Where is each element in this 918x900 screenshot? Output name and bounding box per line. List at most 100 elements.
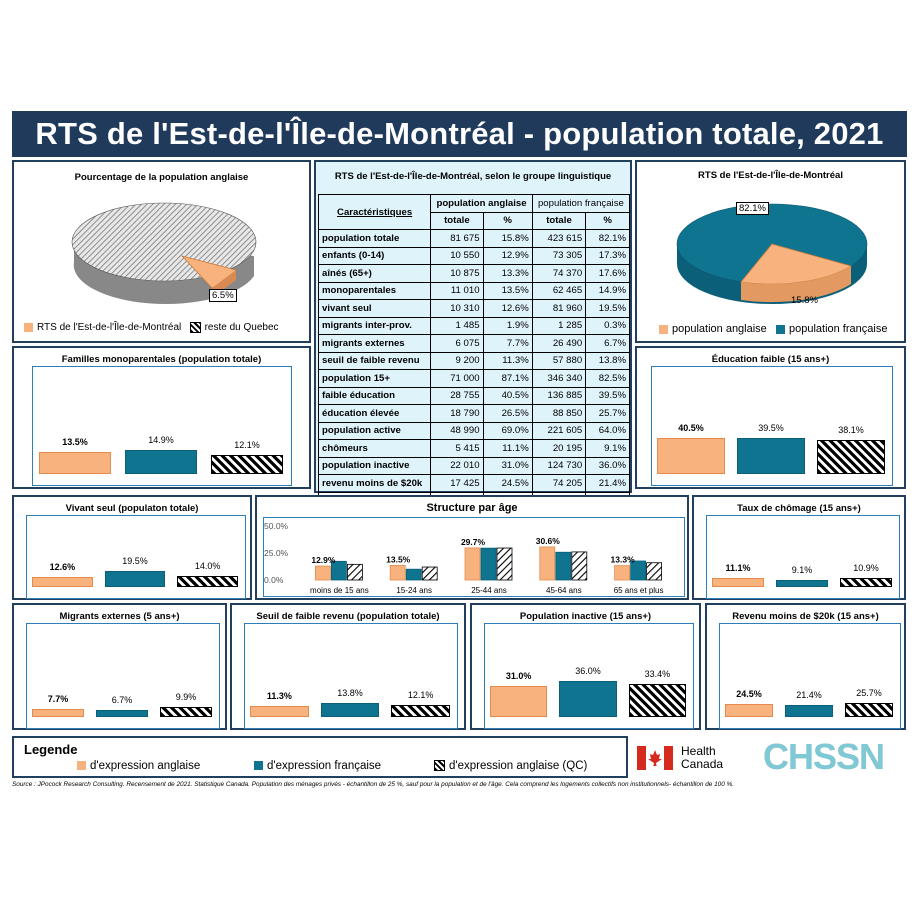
table-cell: 22 010 bbox=[430, 456, 484, 475]
table-cell: 26 490 bbox=[531, 334, 587, 353]
health-canada-line2: Canada bbox=[681, 757, 724, 771]
age-category-label: 45-64 ans bbox=[546, 586, 582, 595]
age-structure-title: Structure par âge bbox=[426, 502, 518, 514]
bar-chart-value-label: 9.9% bbox=[175, 692, 197, 703]
table-cell: 124 730 bbox=[531, 456, 587, 475]
bar-chart-bar bbox=[725, 703, 773, 717]
table-cell: 40.5% bbox=[482, 386, 533, 405]
table-col-fr: population française bbox=[531, 194, 631, 213]
bar-chart-value-label: 11.3% bbox=[266, 690, 292, 701]
age-bar bbox=[539, 546, 556, 581]
legend-item-0: d'expression anglaise bbox=[77, 760, 200, 772]
bar-chart-bar bbox=[559, 681, 617, 717]
chssn-logo: CHSSN bbox=[763, 736, 885, 777]
table-row: population inactive 22 010 31.0% 124 730 36.… bbox=[317, 456, 630, 475]
bar-chart-bar bbox=[628, 683, 686, 717]
age-category-label: 65 ans et plus bbox=[614, 586, 664, 595]
table-row-label: population active bbox=[317, 421, 432, 440]
table-row: enfants (0-14) 10 550 12.9% 73 305 17.3% bbox=[317, 246, 630, 265]
legend-label-anglaise: d'expression anglaise bbox=[90, 760, 201, 772]
age-ytick-label: 50.0% bbox=[264, 521, 289, 531]
table-cell: 57 880 bbox=[531, 351, 587, 370]
bar-chart-value-label: 12.1% bbox=[234, 439, 260, 450]
table-cell: 28 755 bbox=[430, 386, 484, 405]
table-row-label: enfants (0-14) bbox=[317, 246, 432, 265]
bar-chart-bar bbox=[160, 707, 212, 717]
bar-chart-bar bbox=[712, 578, 764, 587]
bar-chart-bar bbox=[96, 710, 148, 717]
pie-left-slice-rest bbox=[71, 202, 257, 282]
table-cell: 10 550 bbox=[430, 246, 484, 265]
table-cell: 81 960 bbox=[531, 299, 587, 318]
bar-chart-bar bbox=[776, 579, 828, 587]
legend-panel: Legende d'expression anglaise d'expressi… bbox=[12, 736, 628, 778]
bar-chart-bar bbox=[32, 709, 84, 717]
pie-left-legend: RTS de l'Est-de-l'Île-de-Montréal reste … bbox=[24, 322, 279, 333]
table-title: RTS de l'Est-de-l'Île-de-Montréal, selon… bbox=[334, 171, 612, 182]
table-row: migrants externes 6 075 7.7% 26 490 6.7% bbox=[317, 334, 630, 353]
table-sub-pct-fr: % bbox=[585, 211, 630, 230]
age-value-label: 13.5% bbox=[386, 554, 411, 564]
bar-chart-panel: Migrants externes (5 ans+) 7.7% 6.7% 9.9% bbox=[12, 603, 227, 730]
table-col-en: population anglaise bbox=[430, 194, 533, 213]
bar-chart-bar bbox=[391, 704, 450, 717]
bar-chart-title: Taux de chômage (15 ans+) bbox=[737, 503, 861, 514]
table-cell: 0.3% bbox=[585, 316, 630, 335]
legend-swatch-anglaise bbox=[77, 761, 86, 771]
bar-chart-bar bbox=[320, 703, 380, 717]
pie-left-legend-0: RTS de l'Est-de-l'Île-de-Montréal bbox=[37, 322, 182, 334]
table-row-label: chômeurs bbox=[317, 439, 432, 458]
age-bar bbox=[464, 547, 481, 581]
table-row: population active 48 990 69.0% 221 605 64.0% bbox=[317, 421, 630, 440]
table-cell: 82.1% bbox=[585, 229, 630, 248]
age-ytick-label: 25.0% bbox=[264, 548, 289, 558]
bar-chart-value-label: 36.0% bbox=[575, 666, 601, 676]
bar-chart-value-label: 11.1% bbox=[725, 563, 751, 574]
bar-chart-panel: Revenu moins de $20k (15 ans+) 24.5% 21.4%… bbox=[705, 603, 906, 730]
pie-right-label-fr: 82.1% bbox=[736, 202, 769, 215]
age-bar bbox=[331, 560, 347, 581]
table-cell: 19.5% bbox=[585, 299, 630, 318]
age-bar bbox=[347, 563, 363, 581]
table-cell: 25.7% bbox=[585, 404, 630, 423]
bar-chart-title: Population inactive (15 ans+) bbox=[519, 611, 652, 622]
bar-chart-title: Migrants externes (5 ans+) bbox=[59, 611, 180, 622]
bar-chart-bar bbox=[817, 439, 885, 474]
bar-chart-value-label: 19.5% bbox=[122, 556, 148, 567]
table-cell: 36.0% bbox=[585, 456, 630, 475]
bar-chart-title: Familles monoparentales (population tota… bbox=[61, 354, 262, 365]
age-category-label: 25-44 ans bbox=[471, 586, 507, 595]
age-value-label: 29.7% bbox=[461, 537, 486, 547]
table-body: population totale 81 675 15.8% 423 615 82.1%… bbox=[317, 229, 630, 510]
table-cell: 9.1% bbox=[585, 439, 630, 458]
table-row-label: migrants externes bbox=[317, 334, 432, 353]
bar-chart-bar bbox=[490, 686, 548, 717]
bar-chart-title: Seuil de faible revenu (population total… bbox=[256, 611, 440, 622]
table-cell: 346 340 bbox=[531, 369, 587, 388]
table-cell: 81 675 bbox=[430, 229, 484, 248]
health-canada-logo: Health Canada bbox=[637, 744, 747, 774]
table-col-char: Caractéristiques bbox=[317, 194, 432, 230]
bar-chart-bar bbox=[104, 571, 166, 587]
table-sub-total-fr: totale bbox=[531, 211, 587, 230]
legend-item-2: d'expression anglaise (QC) bbox=[434, 760, 587, 772]
table-cell: 82.5% bbox=[585, 369, 630, 388]
table-cell: 13.8% bbox=[585, 351, 630, 370]
bar-chart-bar bbox=[845, 702, 893, 717]
pie-left-title: Pourcentage de la population anglaise bbox=[74, 172, 249, 183]
bar-chart-value-label: 40.5% bbox=[678, 422, 704, 433]
bar-chart-value-label: 9.1% bbox=[791, 564, 813, 575]
bar-chart-bar bbox=[39, 452, 111, 474]
bar-chart-value-label: 24.5% bbox=[736, 688, 762, 699]
bar-chart-bar bbox=[177, 575, 238, 587]
table-cell: 74 370 bbox=[531, 264, 587, 283]
bar-chart-value-label: 25.7% bbox=[856, 687, 882, 698]
table-row-label: aînés (65+) bbox=[317, 264, 432, 283]
table-cell: 62 465 bbox=[531, 281, 587, 300]
data-table: Caractéristiques population anglaise pop… bbox=[317, 194, 631, 510]
table-cell: 31.0% bbox=[482, 456, 533, 475]
table-row: aînés (65+) 10 875 13.3% 74 370 17.6% bbox=[317, 264, 630, 283]
table-cell: 11.1% bbox=[482, 439, 533, 458]
table-row-label: faible éducation bbox=[317, 386, 432, 405]
age-bar bbox=[614, 565, 631, 581]
